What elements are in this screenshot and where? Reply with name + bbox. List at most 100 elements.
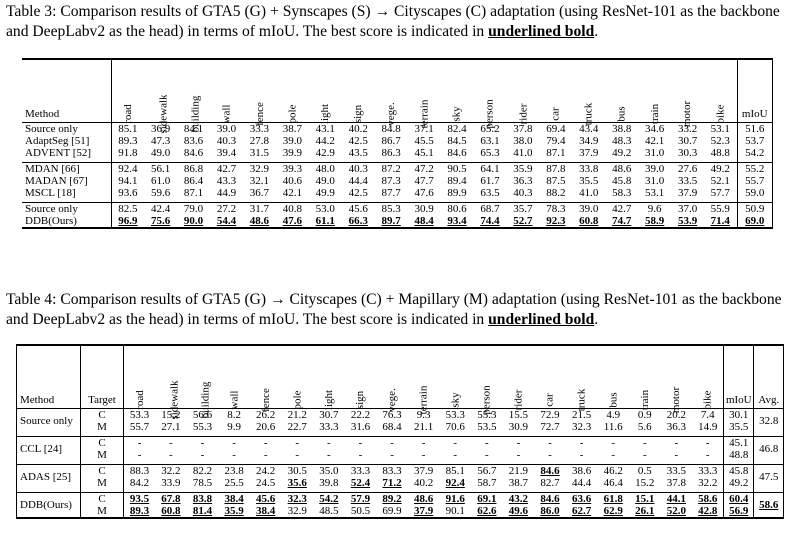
value-cell: 44.4 <box>348 175 368 187</box>
class-label: road <box>133 390 146 410</box>
value-cell: 42.7 <box>210 162 243 175</box>
class-label: rider <box>516 103 529 125</box>
value-cell: 27.2 <box>210 202 243 215</box>
value-cell: - <box>548 449 552 461</box>
value-cell: 64.1 <box>473 162 507 175</box>
table-row: ADVENT [52] 91.8 49.0 84.6 39.4 31.5 39.9 42.9 4… <box>22 147 773 159</box>
class-label: light <box>322 389 335 411</box>
value-cell: 86.7 <box>381 135 401 147</box>
avg-cell: 47.5 <box>753 464 785 489</box>
value-cell: 84.8 <box>374 122 408 135</box>
miou-cell: 35.5 <box>723 421 755 433</box>
table-row: ADAS [25] C 88.3 32.2 82.2 23.8 24.2 30.5 35.0 33… <box>16 464 785 489</box>
table4-caption-end: . <box>594 311 599 328</box>
method-cell: ADVENT [52] <box>25 147 92 159</box>
value-cell: 24.5 <box>256 477 276 489</box>
value-cell: - <box>516 449 521 461</box>
avg-cell: 32.8 <box>753 408 785 433</box>
value-cell: 92.4 <box>110 162 145 175</box>
value-cell: 78.5 <box>192 477 213 489</box>
value-cell: 71.2 <box>382 477 402 489</box>
table3-caption-emphasis: underlined bold <box>488 23 595 40</box>
value-cell: 22.7 <box>287 421 307 433</box>
group-spacer <box>22 159 773 163</box>
value-cell: 37.0 <box>671 202 705 215</box>
value-cell: - <box>295 449 300 461</box>
value-cell: 42.1 <box>645 135 665 147</box>
value-cell: 35.9 <box>506 162 540 175</box>
value-cell: 52.4 <box>350 477 371 489</box>
value-cell: 31.0 <box>645 175 665 187</box>
value-cell: 33.3 <box>344 464 377 477</box>
value-cell: 24.2 <box>249 464 282 477</box>
value-cell: 49.9 <box>315 187 335 199</box>
miou-cell: 59.0 <box>736 187 773 199</box>
class-label: sidewalk <box>157 94 170 134</box>
value-cell: 56.6 <box>186 408 219 421</box>
value-cell: 41.0 <box>513 147 533 159</box>
class-label: train <box>638 389 651 411</box>
value-cell: 92.3 <box>546 215 566 227</box>
value-cell: - <box>484 449 489 461</box>
class-header-sidewalk: sidewalk <box>144 59 177 133</box>
value-cell: 63.6 <box>565 492 598 505</box>
class-header-truck: truck <box>572 59 605 126</box>
class-header-sign: sign <box>342 59 375 123</box>
value-cell: 35.9 <box>224 505 244 517</box>
group-spacer <box>16 461 785 465</box>
miou-cell: 45.1 <box>723 436 755 449</box>
value-cell: 90.0 <box>183 215 204 227</box>
value-cell: 34.6 <box>638 122 672 135</box>
class-header-building: building <box>187 345 219 419</box>
class-label: bike <box>714 104 727 124</box>
value-cell: 89.7 <box>381 215 401 227</box>
method-header: Method <box>16 345 81 409</box>
value-cell: 82.7 <box>540 477 560 489</box>
class-header-car: car <box>534 345 566 409</box>
value-cell: 37.9 <box>677 187 698 199</box>
value-cell: 69.4 <box>539 122 573 135</box>
value-cell: 61.0 <box>150 175 171 187</box>
value-cell: 38.4 <box>256 505 276 517</box>
avg-cell: 58.6 <box>753 492 785 518</box>
value-cell: 89.2 <box>376 492 408 505</box>
value-cell: 87.5 <box>546 175 566 187</box>
target-cell: C <box>80 464 124 477</box>
table4-caption-emphasis: underlined bold <box>488 311 595 328</box>
value-cell: 68.7 <box>473 202 507 215</box>
value-cell: 67.8 <box>155 492 187 505</box>
value-cell: 39.0 <box>210 122 243 135</box>
value-cell: 48.0 <box>308 162 342 175</box>
value-cell: 40.2 <box>341 122 375 135</box>
avg-header: Avg. <box>753 345 785 409</box>
class-label: road <box>121 104 134 124</box>
value-cell: 53.3 <box>439 408 472 421</box>
value-cell: 86.3 <box>381 147 401 159</box>
value-cell: 52.1 <box>710 175 730 187</box>
value-cell: 42.1 <box>282 187 302 199</box>
value-cell: 69.1 <box>471 492 503 505</box>
value-cell: 47.6 <box>282 215 302 227</box>
value-cell: - <box>660 436 693 449</box>
class-label: terrain <box>418 99 431 129</box>
value-cell: - <box>200 449 205 461</box>
value-cell: 90.1 <box>445 505 465 517</box>
class-label: sky <box>449 392 462 408</box>
value-cell: 38.0 <box>513 135 533 147</box>
class-label: pole <box>291 390 304 410</box>
value-cell: 48.6 <box>407 492 440 505</box>
value-cell: 87.1 <box>183 187 204 199</box>
value-cell: 83.6 <box>183 135 204 147</box>
value-cell: - <box>186 436 219 449</box>
value-cell: 9.9 <box>227 421 241 433</box>
value-cell: 15.2 <box>155 408 187 421</box>
value-cell: 31.0 <box>645 147 665 159</box>
class-label: light <box>319 103 332 125</box>
value-cell: 49.0 <box>150 147 171 159</box>
value-cell: 32.3 <box>281 492 314 505</box>
value-cell: 31.7 <box>242 202 276 215</box>
value-cell: 30.5 <box>281 464 314 477</box>
value-cell: 30.7 <box>313 408 345 421</box>
value-cell: 58.7 <box>477 477 497 489</box>
class-header-car: car <box>539 59 572 123</box>
